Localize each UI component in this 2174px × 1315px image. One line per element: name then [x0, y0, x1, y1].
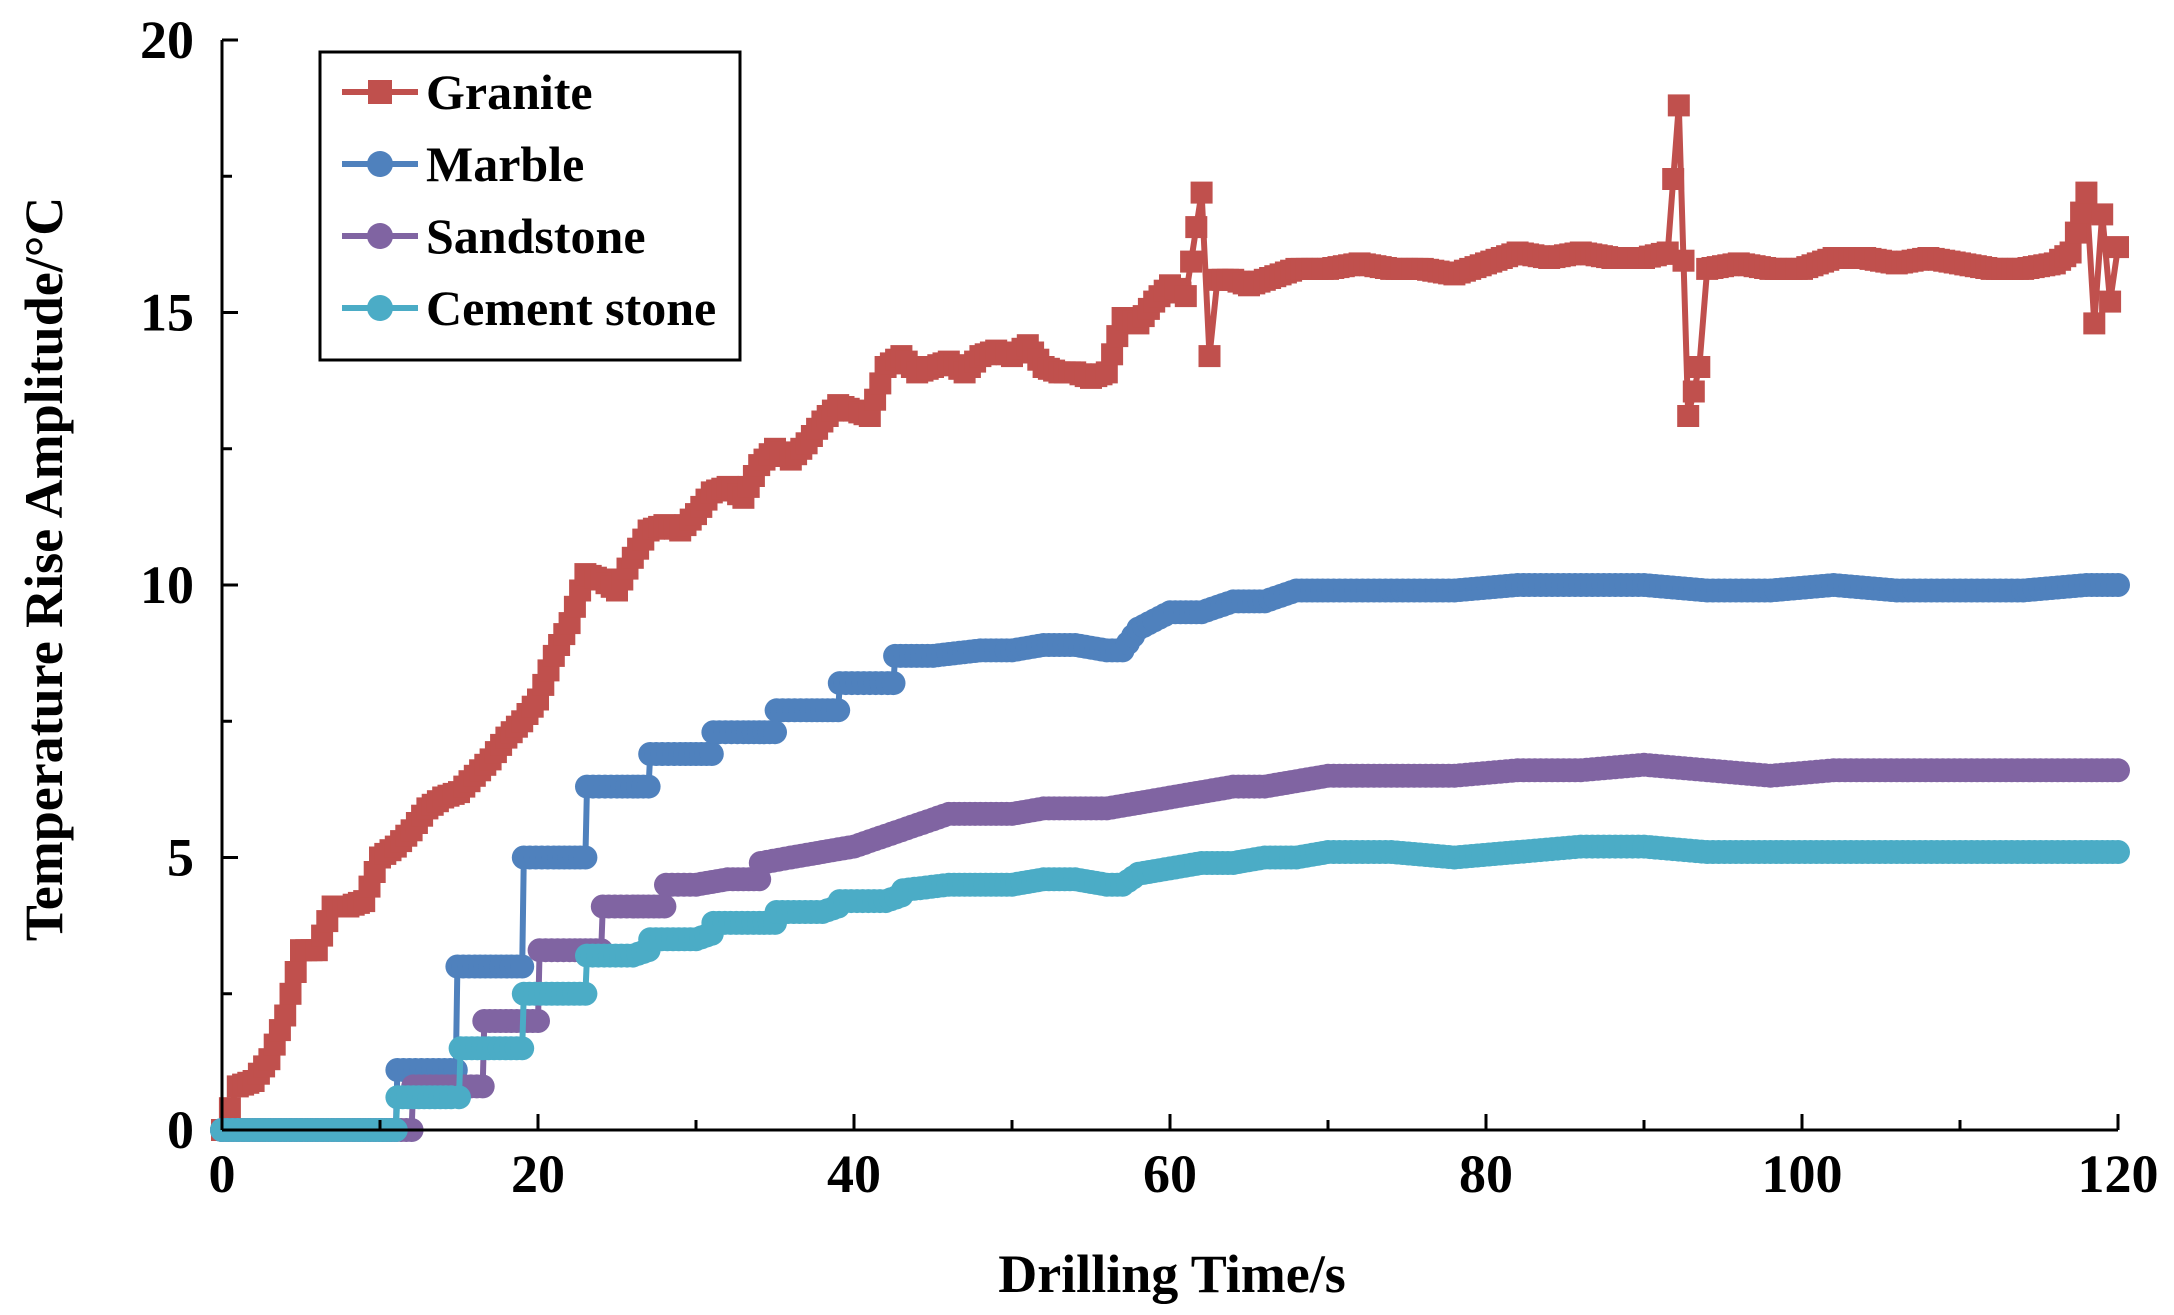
marker-marble	[763, 720, 787, 745]
x-tick-label: 40	[827, 1144, 881, 1204]
x-tick-label: 100	[1762, 1144, 1843, 1204]
marker-sandstone	[2106, 758, 2130, 783]
y-tick-label: 0	[167, 1100, 194, 1160]
legend-label: Sandstone	[426, 208, 646, 264]
legend-item-granite: Granite	[342, 64, 593, 120]
marker-granite	[2070, 201, 2093, 224]
marker-granite	[1688, 356, 1711, 378]
x-axis-title: Drilling Time/s	[998, 1244, 1346, 1304]
series-cement-stone	[210, 834, 2130, 1142]
marker-granite	[274, 1004, 297, 1027]
y-tick-label: 10	[140, 555, 194, 615]
series-layer	[210, 94, 2130, 1142]
marker-granite	[2107, 236, 2129, 259]
y-axis-title: Temperature Rise Amplitude/°C	[14, 197, 74, 942]
series-granite	[211, 94, 2129, 1141]
legend-marker-circle	[367, 295, 393, 321]
marker-granite	[2099, 290, 2122, 313]
marker-cement-stone	[573, 981, 598, 1006]
marker-granite	[2083, 312, 2106, 335]
marker-granite	[2075, 181, 2098, 204]
legend-item-marble: Marble	[342, 136, 584, 192]
marker-cement-stone	[510, 1036, 535, 1061]
marker-marble	[881, 671, 906, 696]
y-tick-label: 15	[140, 283, 194, 343]
legend-marker-square	[368, 80, 392, 104]
x-tick-label: 120	[2078, 1144, 2159, 1204]
marker-granite	[1185, 216, 1208, 239]
marker-granite	[2091, 203, 2114, 226]
marker-marble	[510, 954, 535, 979]
legend-label: Granite	[426, 64, 593, 120]
x-tick-label: 0	[209, 1144, 236, 1204]
x-tick-label: 80	[1459, 1144, 1513, 1204]
x-tick-label: 60	[1143, 1144, 1197, 1204]
marker-granite	[2059, 241, 2082, 264]
marker-sandstone	[652, 894, 677, 919]
marker-granite	[1662, 168, 1685, 190]
legend-marker-circle	[367, 223, 393, 249]
x-tick-label: 20	[511, 1144, 565, 1204]
y-tick-label: 20	[140, 10, 194, 70]
legend-label: Marble	[426, 136, 584, 192]
marker-marble	[699, 742, 724, 766]
marker-granite	[1677, 405, 1700, 427]
marker-cement-stone	[447, 1085, 471, 1110]
marker-sandstone	[526, 1009, 550, 1033]
legend-marker-circle	[367, 151, 393, 177]
marker-granite	[2064, 221, 2087, 244]
axes-layer: 0 20 40 60 80 100 120 0 5 10 15 20	[140, 10, 2159, 1204]
legend: Granite Marble Sandstone Cement stone	[318, 50, 742, 362]
marker-granite	[1190, 181, 1213, 204]
marker-granite	[1672, 249, 1695, 272]
marker-marble	[826, 698, 851, 723]
marker-granite	[1180, 250, 1203, 273]
marker-granite	[1667, 94, 1690, 117]
marker-granite	[1198, 345, 1221, 368]
marker-granite	[279, 982, 302, 1005]
legend-item-cement-stone: Cement stone	[342, 280, 716, 336]
marker-granite	[1095, 361, 1118, 384]
legend-label: Cement stone	[426, 280, 716, 336]
marker-granite	[1174, 285, 1197, 308]
marker-sandstone	[470, 1074, 495, 1099]
y-tick-label: 5	[167, 828, 194, 888]
marker-granite	[284, 961, 307, 983]
marker-cement-stone	[2106, 840, 2130, 864]
marker-marble	[636, 774, 661, 799]
marker-granite	[218, 1097, 241, 1120]
marker-marble	[573, 845, 598, 870]
marker-granite	[1682, 380, 1705, 403]
legend-item-sandstone: Sandstone	[342, 208, 646, 264]
marker-granite	[1101, 343, 1124, 366]
marker-marble	[2106, 573, 2130, 597]
